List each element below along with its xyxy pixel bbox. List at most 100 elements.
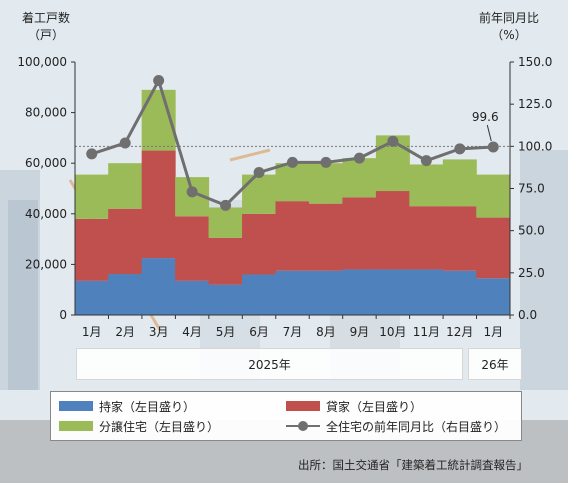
yoy-point <box>153 75 165 87</box>
legend-label-yoy: 全住宅の前年同月比（右目盛り） <box>326 419 507 434</box>
x-tick-label: 5月 <box>216 325 236 339</box>
x-tick-label: 9月 <box>350 325 370 339</box>
bar-owned <box>375 269 410 315</box>
bar-owned <box>342 269 377 315</box>
bar-condo <box>476 174 511 218</box>
bar-owned <box>442 270 477 315</box>
right-axis-title-line2: （%） <box>491 28 527 42</box>
legend-label-owned: 持家（左目盛り） <box>99 399 196 414</box>
bar-rental <box>108 208 143 275</box>
right-axis-title-line1: 前年同月比 <box>478 11 539 25</box>
x-tick-label: 10月 <box>379 325 406 339</box>
x-tick-label: 4月 <box>182 325 202 339</box>
legend-item-condo: 分譲住宅（左目盛り） <box>59 416 286 436</box>
bar-condo <box>242 174 277 214</box>
right-tick-label: 125.0 <box>518 97 552 111</box>
bar-rental <box>375 191 410 270</box>
left-tick-label: 100,000 <box>17 55 67 69</box>
bar-owned <box>108 274 143 315</box>
bar-condo <box>275 163 310 202</box>
x-tick-label: 3月 <box>149 325 169 339</box>
left-axis-title-line1: 着工戸数 <box>21 11 70 25</box>
yoy-point <box>220 199 232 211</box>
right-axis-title: 前年同月比 （%） <box>474 10 544 44</box>
left-axis-title: 着工戸数 （戸） <box>14 10 78 44</box>
x-tick-label: 1月 <box>82 325 102 339</box>
yoy-line-layer: 99.6 <box>86 75 499 211</box>
bars-layer <box>74 89 511 315</box>
right-tick-label: 100.0 <box>518 139 552 153</box>
bar-rental <box>175 216 210 281</box>
bar-rental <box>275 201 310 271</box>
bar-condo <box>74 174 109 219</box>
bar-condo <box>342 158 377 198</box>
yoy-point <box>353 152 365 164</box>
right-tick-label: 25.0 <box>518 266 545 280</box>
left-axis-title-line2: （戸） <box>27 28 64 42</box>
bar-rental <box>141 150 176 259</box>
source-note: 出所：国土交通省「建築着工統計調査報告」 <box>298 458 528 472</box>
x-tick-label: 1月 <box>483 325 503 339</box>
bar-rental <box>74 218 109 281</box>
yoy-last-label: 99.6 <box>472 110 499 124</box>
legend-swatch-yoy <box>286 421 320 431</box>
legend: 持家（左目盛り） 貸家（左目盛り） 分譲住宅（左目盛り） 全住宅の前年同月比（右… <box>50 391 522 441</box>
left-tick-label: 40,000 <box>25 207 67 221</box>
bar-owned <box>141 258 176 315</box>
yoy-point <box>186 186 198 198</box>
x-tick-label: 6月 <box>249 325 269 339</box>
bar-condo <box>208 207 243 238</box>
bar-condo <box>442 159 477 207</box>
x-tick-label: 7月 <box>283 325 303 339</box>
right-tick-label: 75.0 <box>518 182 545 196</box>
legend-item-owned: 持家（左目盛り） <box>59 396 286 416</box>
yoy-point <box>119 137 131 149</box>
legend-swatch-owned <box>59 401 93 411</box>
legend-swatch-rental <box>286 401 320 411</box>
left-tick-label: 20,000 <box>25 257 67 271</box>
yoy-point <box>320 156 332 168</box>
yoy-point <box>387 135 399 147</box>
legend-item-rental: 貸家（左目盛り） <box>286 396 513 416</box>
left-tick-label: 80,000 <box>25 106 67 120</box>
bar-owned <box>242 274 277 315</box>
yoy-point <box>253 166 265 178</box>
left-tick-label: 60,000 <box>25 156 67 170</box>
right-tick-label: 150.0 <box>518 55 552 69</box>
yoy-point <box>420 155 432 167</box>
bar-rental <box>442 206 477 271</box>
left-tick-label: 0 <box>59 308 67 322</box>
bar-rental <box>409 206 444 270</box>
legend-swatch-condo <box>59 421 93 431</box>
bar-owned <box>476 278 511 315</box>
bar-owned <box>175 280 210 315</box>
x-tick-label: 8月 <box>316 325 336 339</box>
right-tick-label: 0.0 <box>518 308 537 322</box>
x-tick-label: 11月 <box>413 325 440 339</box>
bar-rental <box>476 217 511 279</box>
yoy-point <box>487 141 499 153</box>
bar-rental <box>342 197 377 270</box>
bar-owned <box>275 270 310 315</box>
bar-rental <box>208 237 243 285</box>
legend-label-condo: 分譲住宅（左目盛り） <box>99 419 220 434</box>
bar-owned <box>74 280 109 315</box>
axes-layer: 0 20,000 40,000 60,000 80,000 100,000 0.0 25.0 5… <box>17 55 552 339</box>
bar-rental <box>242 213 277 275</box>
bar-owned <box>409 269 444 315</box>
right-tick-label: 50.0 <box>518 224 545 238</box>
year-label-26: 26年 <box>468 348 522 380</box>
yoy-point <box>287 156 298 168</box>
x-tick-label: 12月 <box>446 325 473 339</box>
x-tick-label: 2月 <box>115 325 135 339</box>
bar-rental <box>308 203 343 271</box>
yoy-label-leader <box>486 124 492 142</box>
year-label-2025: 2025年 <box>76 348 463 380</box>
legend-item-yoy: 全住宅の前年同月比（右目盛り） <box>286 416 513 436</box>
bar-condo <box>108 163 143 209</box>
bar-condo <box>409 164 444 207</box>
yoy-point <box>86 148 98 160</box>
bar-owned <box>208 284 243 315</box>
bar-condo <box>308 163 343 204</box>
